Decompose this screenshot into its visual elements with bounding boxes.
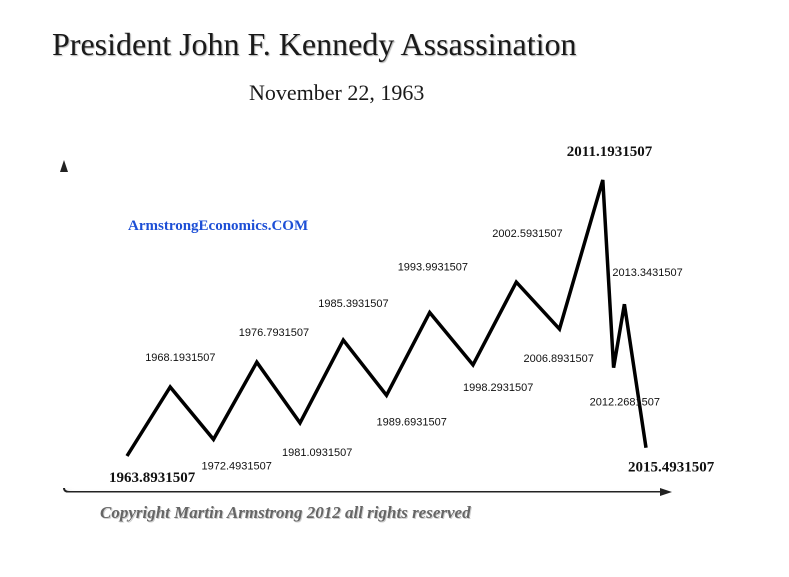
point-label: 2015.4931507 (628, 460, 715, 476)
point-label: 1963.8931507 (109, 470, 196, 486)
point-label: 1976.7931507 (239, 327, 309, 339)
x-axis-arrow (660, 488, 672, 496)
point-label: 2011.1931507 (567, 144, 653, 160)
point-label: 1985.3931507 (318, 298, 388, 310)
point-label: 2013.3431507 (612, 267, 682, 279)
chart-axes (60, 160, 672, 496)
point-label: 1989.6931507 (377, 416, 447, 428)
point-label: 1981.0931507 (282, 447, 352, 459)
copyright-text: Copyright Martin Armstrong 2012 all righ… (100, 503, 471, 522)
point-label: 1993.9931507 (398, 262, 468, 274)
point-label: 1998.2931507 (463, 382, 533, 394)
series-line (125, 179, 648, 457)
watermark-text: ArmstrongEconomics.COM (128, 218, 309, 234)
point-label: 1972.4931507 (202, 460, 272, 472)
point-label: 2002.5931507 (492, 228, 562, 240)
point-label: 2006.8931507 (524, 353, 594, 365)
chart-title: President John F. Kennedy Assassination (52, 26, 577, 62)
x-axis (63, 487, 665, 493)
point-label: 2012.2681507 (590, 397, 660, 409)
y-axis-arrow (60, 160, 68, 172)
chart-subtitle: November 22, 1963 (249, 80, 425, 105)
point-label: 1968.1931507 (145, 352, 215, 364)
